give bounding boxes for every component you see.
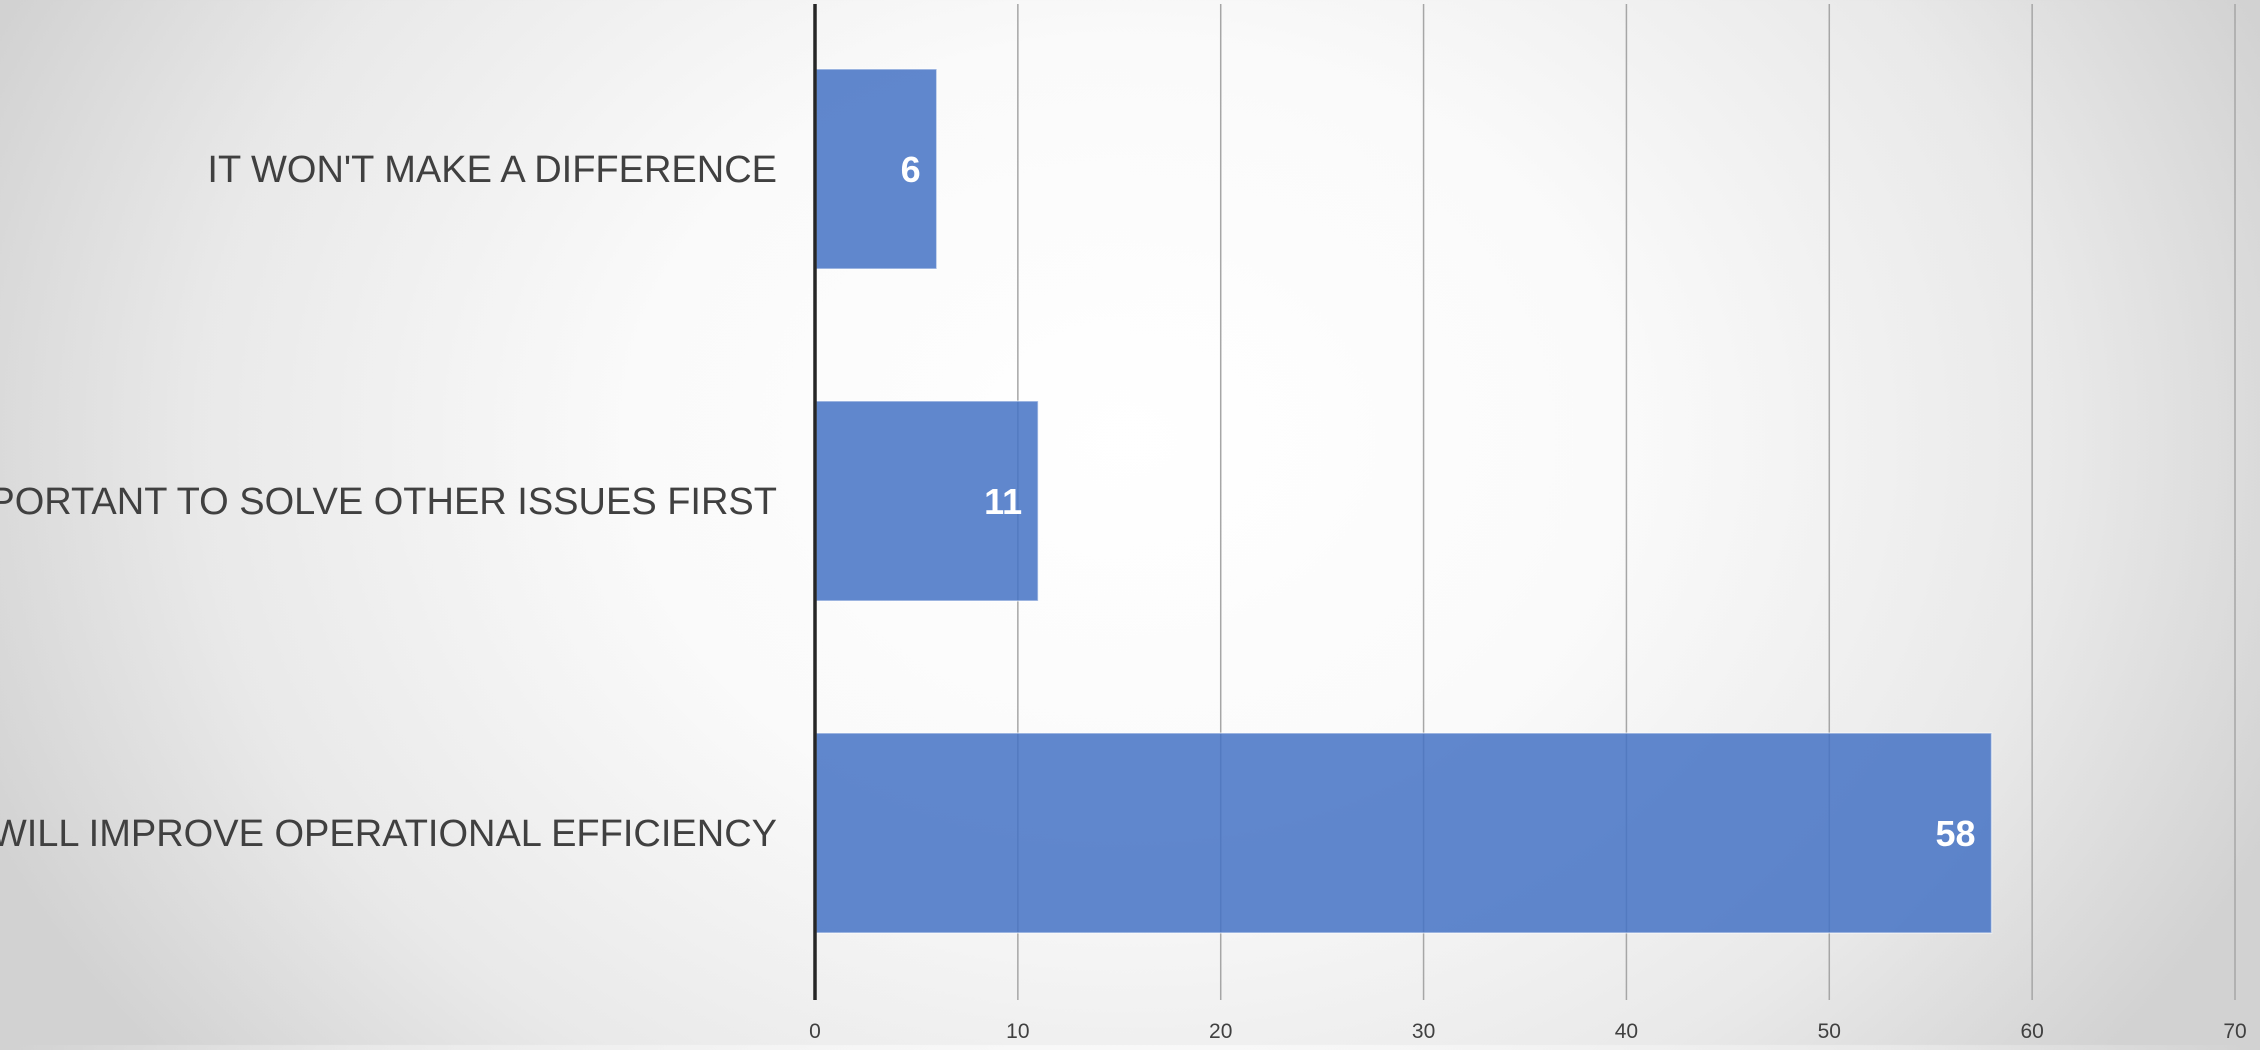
bar-1 bbox=[815, 400, 1039, 602]
x-tick-labels: 0 10 20 30 40 50 60 70 bbox=[809, 1020, 2247, 1043]
x-tick-label-10: 10 bbox=[1006, 1020, 1029, 1043]
bar-2 bbox=[815, 732, 1993, 934]
x-tick-label-70: 70 bbox=[2223, 1020, 2246, 1043]
data-labels: 6 11 58 bbox=[901, 149, 1976, 854]
x-tick-label-0: 0 bbox=[809, 1020, 821, 1043]
x-tick-label-50: 50 bbox=[1818, 1020, 1841, 1043]
data-label-0: 6 bbox=[901, 149, 921, 190]
gridlines bbox=[1017, 4, 2236, 1000]
x-tick-label-60: 60 bbox=[2020, 1020, 2043, 1043]
category-labels: IT WON'T MAKE A DIFFERENCE IMPORTANT TO S… bbox=[0, 149, 777, 855]
bars bbox=[815, 68, 1993, 934]
category-label-2: IT WILL IMPROVE OPERATIONAL EFFICIENCY bbox=[0, 813, 777, 855]
x-tick-label-30: 30 bbox=[1412, 1020, 1435, 1043]
x-tick-label-20: 20 bbox=[1209, 1020, 1232, 1043]
category-label-0: IT WON'T MAKE A DIFFERENCE bbox=[207, 149, 777, 191]
category-label-1: IMPORTANT TO SOLVE OTHER ISSUES FIRST bbox=[0, 481, 777, 523]
data-label-1: 11 bbox=[984, 481, 1022, 522]
data-label-2: 58 bbox=[1936, 813, 1976, 854]
x-tick-label-40: 40 bbox=[1615, 1020, 1638, 1043]
